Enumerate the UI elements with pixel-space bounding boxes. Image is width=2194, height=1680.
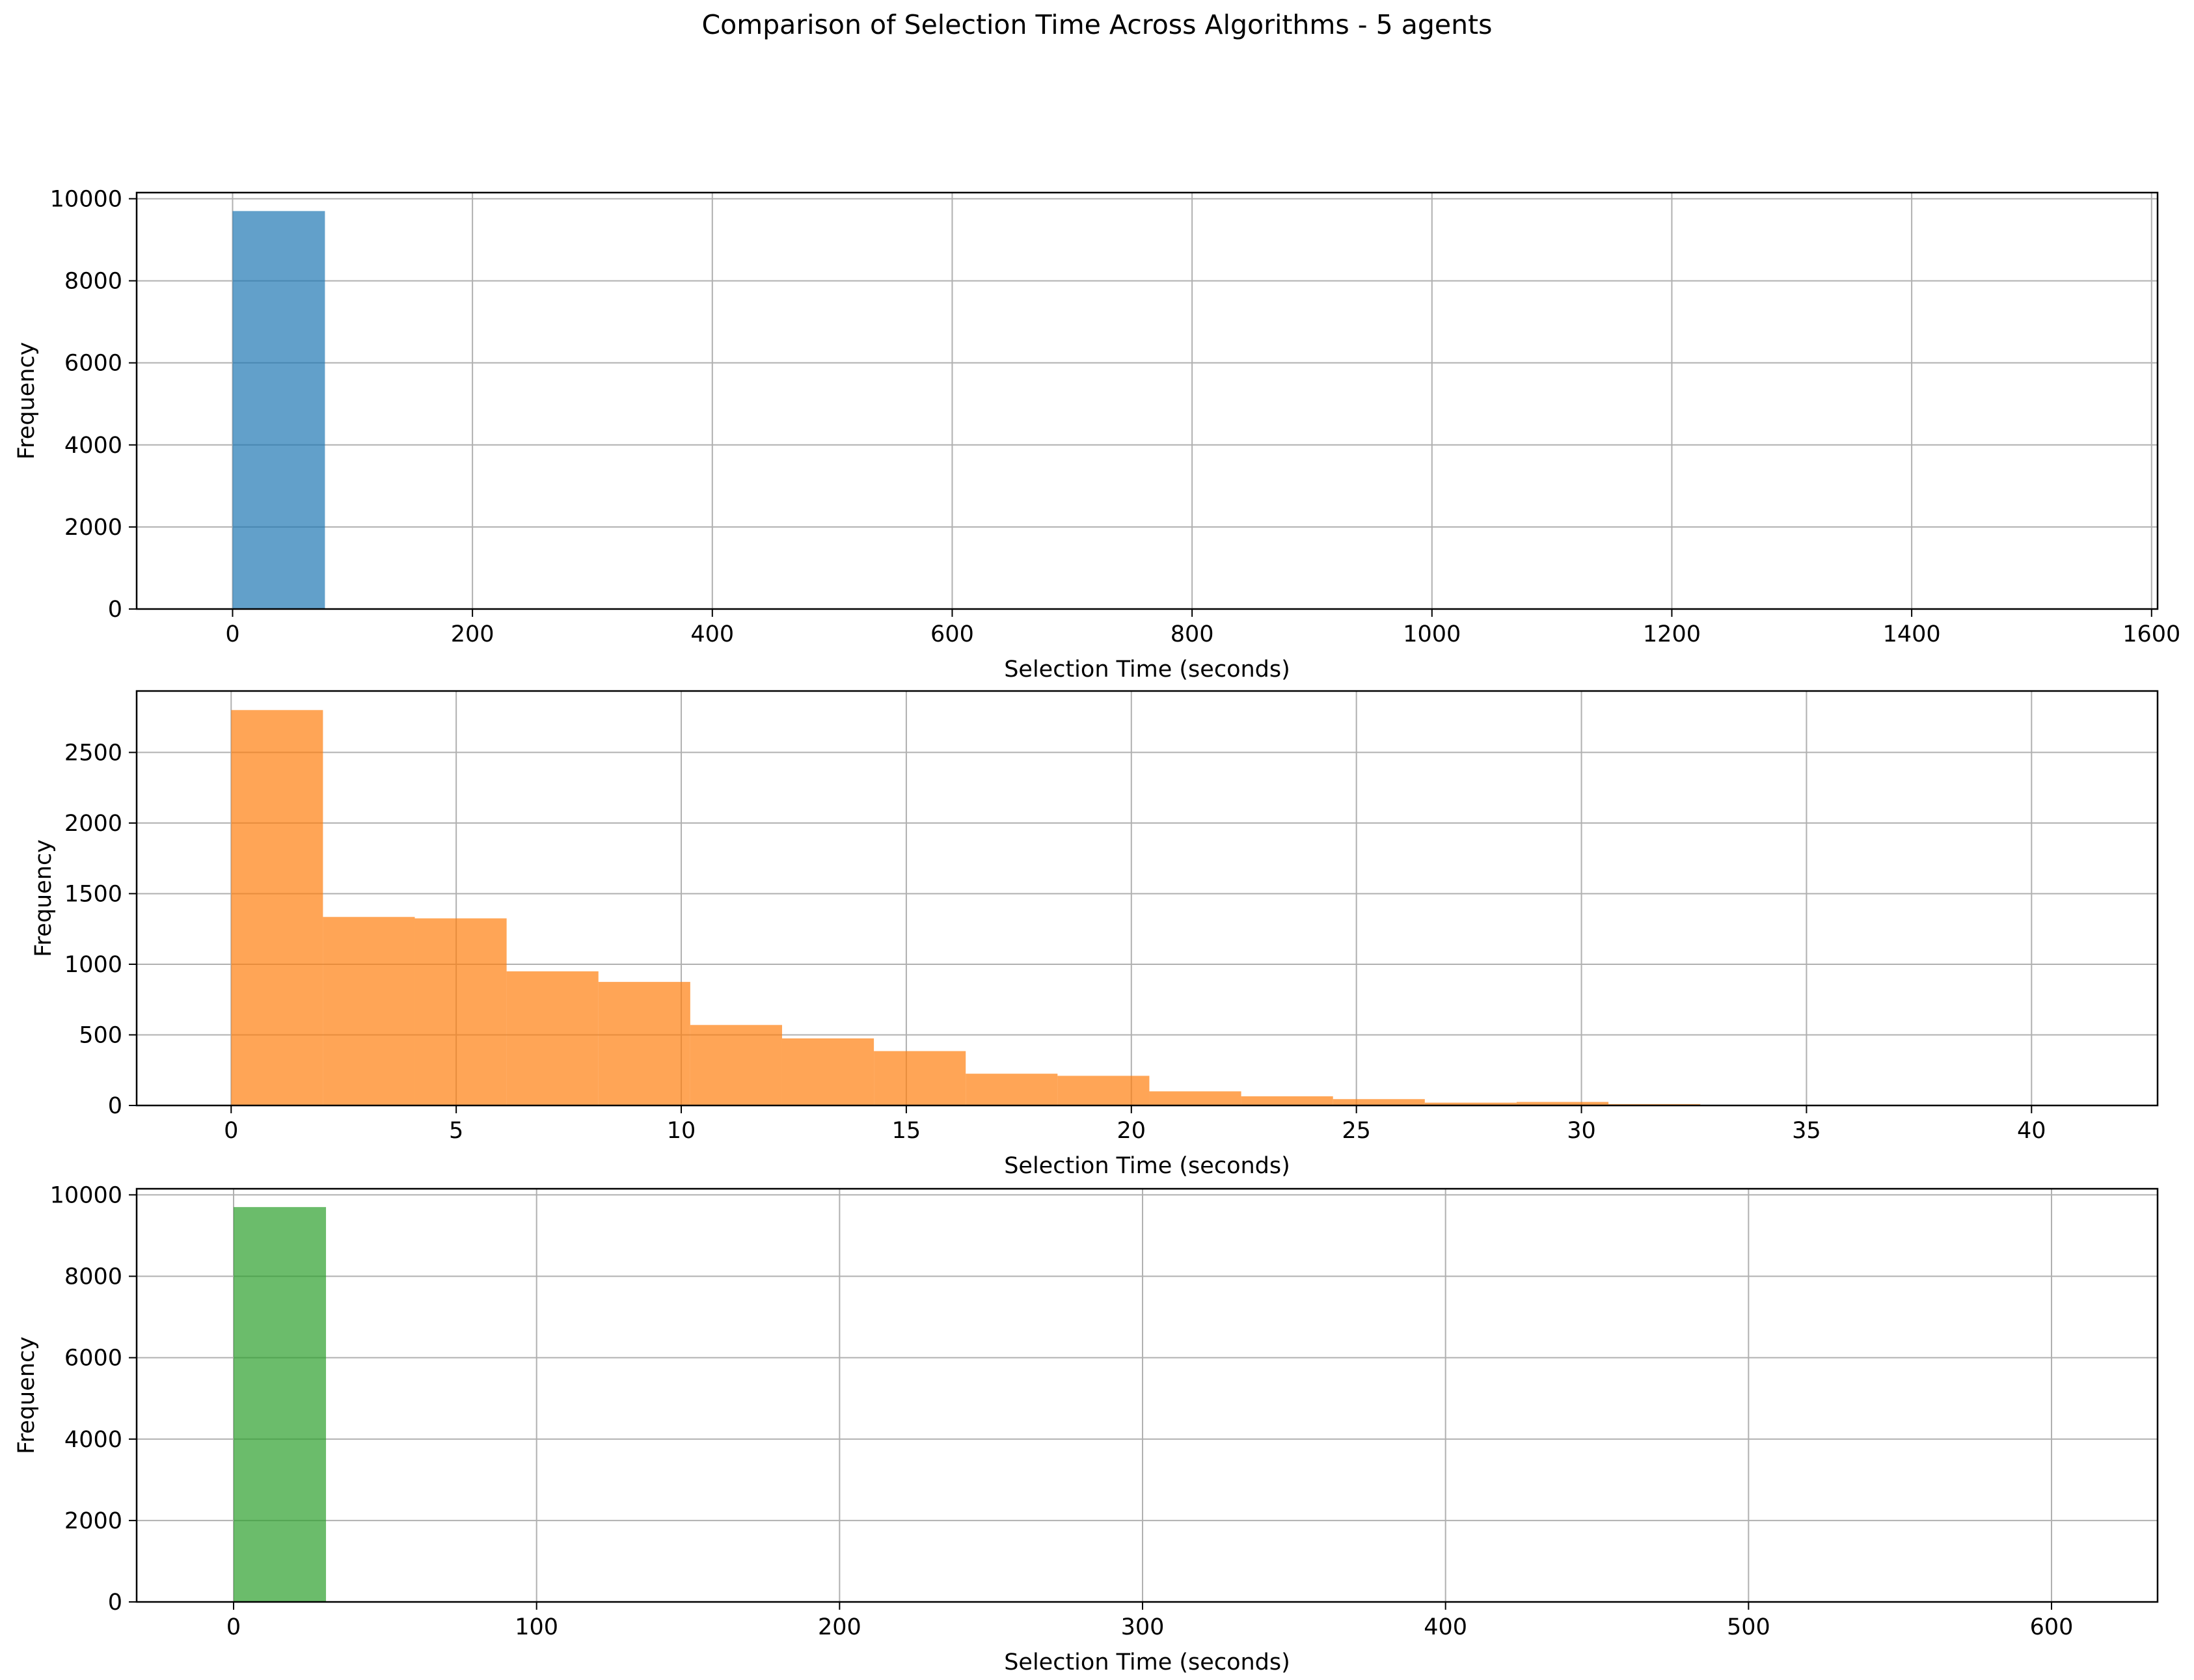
- x-tick-label: 1600: [2122, 621, 2180, 647]
- y-tick-label: 0: [108, 1093, 122, 1119]
- x-tick-label: 500: [1727, 1614, 1770, 1640]
- y-tick-label: 6000: [64, 351, 122, 377]
- x-tick-label: 1400: [1883, 621, 1941, 647]
- x-tick-label: 30: [1567, 1118, 1596, 1144]
- y-tick-label: 8000: [64, 269, 122, 295]
- histogram-bar: [414, 918, 507, 1105]
- histogram-panel-3: 0 100 200 300 400 500 600020004000600080001000…: [14, 1182, 2159, 1675]
- x-tick-label: 20: [1117, 1118, 1146, 1144]
- x-tick-label: 1000: [1403, 621, 1461, 647]
- histogram-bar: [874, 1051, 966, 1105]
- y-tick-label: 1500: [64, 881, 122, 907]
- y-axis-label: Frequency: [14, 1336, 40, 1454]
- y-tick-label: 10000: [50, 1182, 122, 1208]
- y-tick-label: 2000: [64, 515, 122, 541]
- histogram-bar: [598, 982, 690, 1105]
- y-tick-label: 2000: [64, 811, 122, 837]
- axes-frame: [135, 690, 2159, 1107]
- x-tick-label: 200: [818, 1614, 861, 1640]
- x-tick-label: 600: [930, 621, 974, 647]
- histogram-bar: [231, 710, 323, 1105]
- x-tick-label: 0: [224, 1118, 238, 1144]
- histogram-bar: [1057, 1076, 1150, 1105]
- histogram-bar: [232, 211, 325, 609]
- y-tick-label: 1000: [64, 952, 122, 978]
- histogram-bar: [781, 1038, 874, 1105]
- x-tick-label: 400: [690, 621, 734, 647]
- x-tick-label: 800: [1171, 621, 1214, 647]
- y-tick-label: 4000: [64, 1427, 122, 1453]
- histogram-panel-2: 0 5 10 15 20 25 30 35 40 0 500 1000 1500 2000 2500 Sele…: [31, 690, 2159, 1179]
- x-tick-label: 40: [2017, 1118, 2046, 1144]
- x-axis-label: Selection Time (seconds): [1004, 657, 1290, 683]
- histogram-bar: [1149, 1091, 1241, 1105]
- histogram-bar: [690, 1025, 782, 1105]
- x-tick-label: 25: [1342, 1118, 1371, 1144]
- x-tick-label: 35: [1792, 1118, 1821, 1144]
- y-tick-label: 2000: [64, 1508, 122, 1534]
- y-tick-label: 4000: [64, 433, 122, 459]
- histogram-bar: [1424, 1102, 1517, 1105]
- x-axis-label: Selection Time (seconds): [1004, 1153, 1290, 1179]
- axes-frame: [135, 1187, 2159, 1603]
- x-tick-label: 600: [2030, 1614, 2074, 1640]
- y-tick-label: 500: [79, 1022, 122, 1048]
- x-tick-label: 200: [451, 621, 494, 647]
- x-tick-label: 100: [515, 1614, 558, 1640]
- histogram-bar: [1516, 1102, 1609, 1105]
- histogram-bar: [234, 1207, 327, 1602]
- x-tick-label: 0: [225, 621, 239, 647]
- histogram-bar: [506, 971, 599, 1105]
- histogram-bar: [1241, 1096, 1333, 1105]
- histogram-bar: [323, 917, 415, 1105]
- chart-title: Comparison of Selection Time Across Algo…: [701, 9, 1492, 40]
- y-tick-label: 0: [108, 1590, 122, 1616]
- x-axis-label: Selection Time (seconds): [1004, 1649, 1290, 1675]
- histogram-bar: [966, 1074, 1058, 1105]
- x-tick-label: 400: [1424, 1614, 1467, 1640]
- x-tick-label: 300: [1121, 1614, 1165, 1640]
- x-tick-label: 0: [226, 1614, 241, 1640]
- x-tick-label: 15: [892, 1118, 921, 1144]
- axes-frame: [135, 191, 2159, 610]
- histogram-panel-1: 0 200 400 600 800 1000 1200 1400 1600 0 2000 4000 60…: [14, 186, 2180, 683]
- y-tick-label: 6000: [64, 1346, 122, 1372]
- y-tick-label: 0: [108, 597, 122, 623]
- y-tick-label: 8000: [64, 1264, 122, 1290]
- y-tick-label: 2500: [64, 740, 122, 766]
- x-tick-label: 1200: [1643, 621, 1701, 647]
- y-axis-label: Frequency: [31, 839, 57, 957]
- x-tick-label: 10: [667, 1118, 696, 1144]
- histogram-bar: [1333, 1099, 1425, 1105]
- y-axis-label: Frequency: [14, 342, 40, 460]
- x-tick-label: 5: [449, 1118, 463, 1144]
- y-tick-label: 10000: [50, 186, 122, 212]
